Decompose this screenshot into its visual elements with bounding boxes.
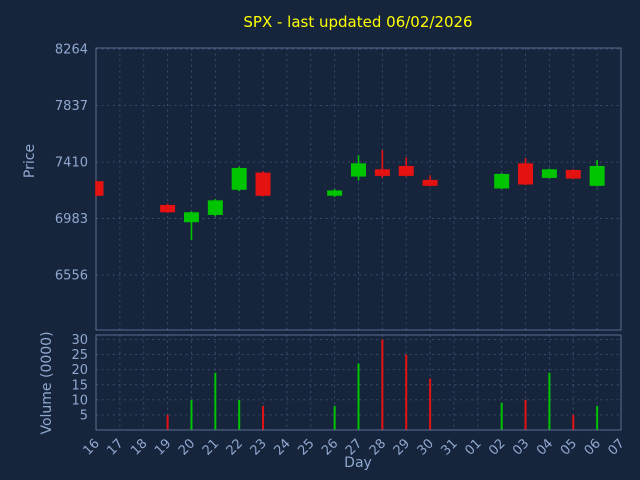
x-axis-label: Day <box>344 455 372 471</box>
volume-panel-border <box>95 334 622 431</box>
volume-tick-label: 15 <box>71 378 88 393</box>
volume-tick-label: 30 <box>71 333 88 348</box>
candle-body-21 <box>207 200 223 215</box>
volume-tick-label: 20 <box>71 363 88 378</box>
volume-tick-label: 5 <box>80 408 88 423</box>
candle-body-22 <box>231 167 247 190</box>
volume-axis-label: Volume (0000) <box>39 331 55 435</box>
candle-body-03 <box>518 163 534 185</box>
chart-title: SPX - last updated 06/02/2026 <box>243 13 473 31</box>
day-tick-label: 17 <box>104 436 126 458</box>
day-tick-label: 20 <box>176 436 198 458</box>
price-axis-label: Price <box>22 143 38 179</box>
volume-tick-label: 10 <box>71 393 88 408</box>
candle-body-20 <box>183 212 199 223</box>
price-tick-label: 7837 <box>55 99 88 114</box>
candle-body-30 <box>422 179 438 186</box>
day-tick-label: 05 <box>558 436 580 458</box>
volume-tick-label: 25 <box>71 348 88 363</box>
day-tick-label: 26 <box>319 436 341 458</box>
day-tick-label: 21 <box>200 436 222 458</box>
day-tick-label: 07 <box>606 436 628 458</box>
day-tick-label: 24 <box>271 436 293 458</box>
day-tick-label: 25 <box>295 436 317 458</box>
day-tick-label: 22 <box>224 436 246 458</box>
candle-body-29 <box>398 165 414 176</box>
day-tick-label: 01 <box>462 436 484 458</box>
price-tick-label: 6556 <box>55 268 88 283</box>
day-tick-label: 19 <box>152 436 174 458</box>
day-tick-label: 29 <box>391 436 413 458</box>
candle-body-27 <box>351 163 366 177</box>
day-tick-label: 03 <box>510 436 532 458</box>
day-tick-label: 23 <box>248 436 270 458</box>
candle-body-06 <box>589 165 605 186</box>
day-tick-label: 02 <box>486 436 508 458</box>
price-tick-label: 7410 <box>55 156 88 171</box>
candle-body-23 <box>255 172 271 196</box>
price-tick-label: 6983 <box>55 212 88 227</box>
candle-body-16 <box>96 181 104 196</box>
candle-body-04 <box>541 169 557 178</box>
day-tick-label: 06 <box>582 436 604 458</box>
candle-body-28 <box>374 169 390 176</box>
candle-body-02 <box>494 173 510 189</box>
day-tick-label: 30 <box>415 436 437 458</box>
candle-body-26 <box>327 190 343 196</box>
price-tick-label: 8264 <box>55 43 88 58</box>
day-tick-label: 16 <box>81 436 103 458</box>
day-tick-label: 31 <box>438 436 460 458</box>
candle-body-05 <box>565 169 581 179</box>
candle-body-19 <box>160 205 176 213</box>
day-tick-label: 04 <box>534 436 556 458</box>
day-tick-label: 18 <box>128 436 150 458</box>
